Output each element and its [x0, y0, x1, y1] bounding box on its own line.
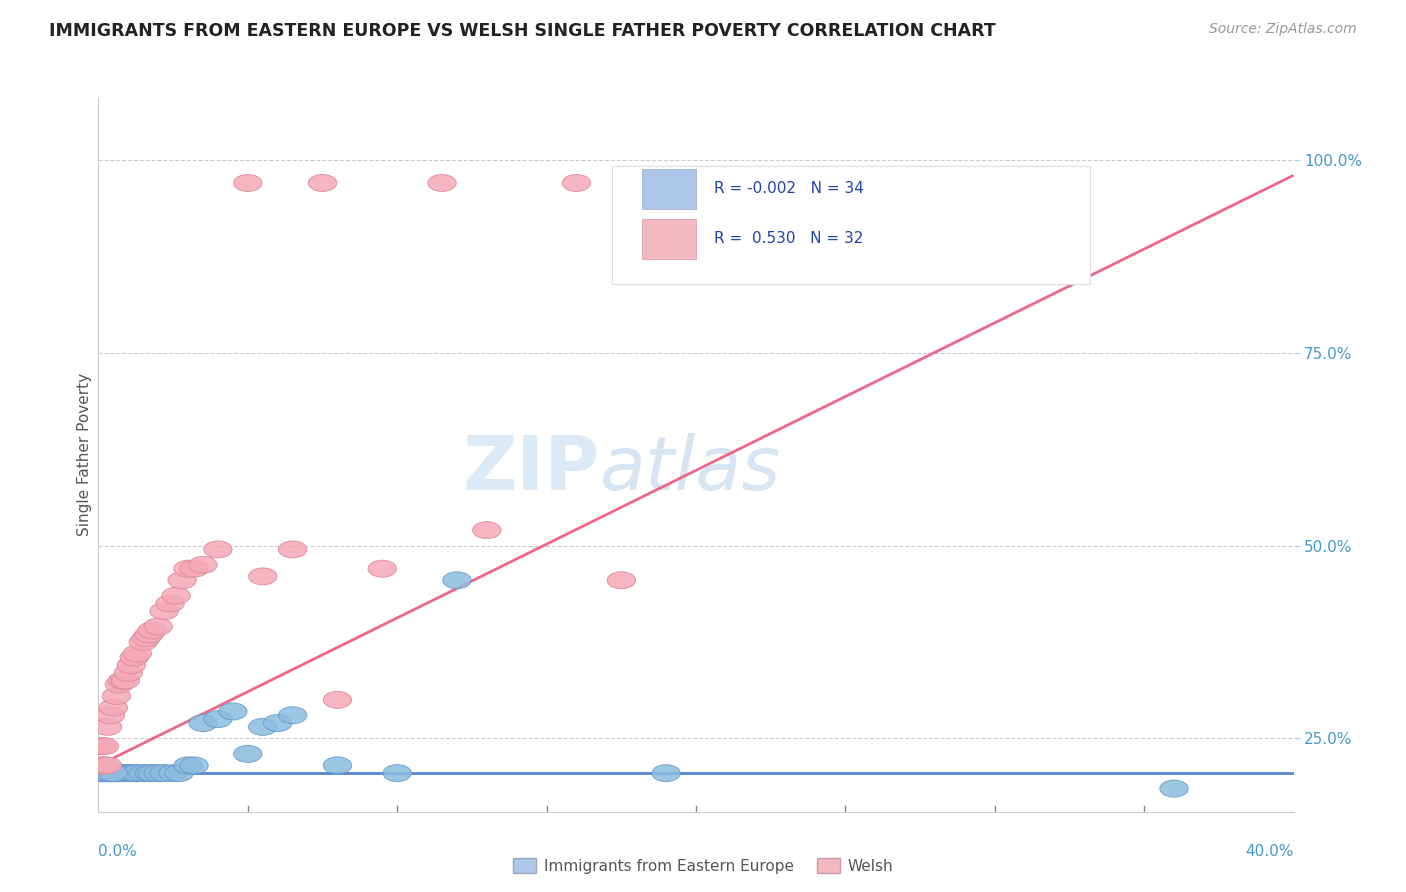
Ellipse shape	[233, 746, 262, 763]
Text: R = -0.002   N = 34: R = -0.002 N = 34	[714, 181, 863, 196]
Ellipse shape	[132, 630, 160, 647]
FancyBboxPatch shape	[643, 169, 696, 209]
Ellipse shape	[135, 764, 163, 781]
Ellipse shape	[188, 557, 217, 574]
Ellipse shape	[368, 560, 396, 577]
Ellipse shape	[180, 560, 208, 577]
Ellipse shape	[204, 711, 232, 728]
Ellipse shape	[249, 568, 277, 585]
Ellipse shape	[382, 764, 412, 781]
Ellipse shape	[90, 764, 118, 781]
Ellipse shape	[652, 764, 681, 781]
Ellipse shape	[114, 764, 142, 781]
FancyBboxPatch shape	[643, 219, 696, 259]
Text: 40.0%: 40.0%	[1246, 845, 1294, 859]
Ellipse shape	[180, 757, 208, 774]
Ellipse shape	[100, 764, 128, 781]
Ellipse shape	[117, 764, 145, 781]
Ellipse shape	[143, 618, 173, 635]
Ellipse shape	[323, 757, 352, 774]
Ellipse shape	[138, 622, 166, 639]
Ellipse shape	[174, 560, 202, 577]
Ellipse shape	[117, 657, 145, 673]
Ellipse shape	[188, 714, 217, 731]
Ellipse shape	[727, 175, 755, 192]
Ellipse shape	[93, 757, 121, 774]
Ellipse shape	[87, 764, 115, 781]
Ellipse shape	[150, 603, 179, 620]
Ellipse shape	[159, 764, 187, 781]
Text: atlas: atlas	[600, 434, 782, 505]
Ellipse shape	[1160, 780, 1188, 797]
Ellipse shape	[87, 757, 115, 774]
Ellipse shape	[263, 714, 292, 731]
Ellipse shape	[278, 706, 307, 723]
Ellipse shape	[100, 699, 128, 716]
Ellipse shape	[135, 626, 163, 643]
Ellipse shape	[233, 175, 262, 192]
Ellipse shape	[93, 764, 121, 781]
Ellipse shape	[129, 764, 157, 781]
Ellipse shape	[323, 691, 352, 708]
Text: IMMIGRANTS FROM EASTERN EUROPE VS WELSH SINGLE FATHER POVERTY CORRELATION CHART: IMMIGRANTS FROM EASTERN EUROPE VS WELSH …	[49, 22, 995, 40]
Ellipse shape	[108, 672, 136, 689]
Ellipse shape	[114, 665, 142, 681]
Ellipse shape	[165, 764, 193, 781]
Ellipse shape	[96, 764, 125, 781]
Ellipse shape	[90, 764, 118, 781]
Ellipse shape	[129, 633, 157, 650]
Ellipse shape	[103, 764, 131, 781]
Ellipse shape	[219, 703, 247, 720]
Ellipse shape	[174, 757, 202, 774]
Ellipse shape	[249, 718, 277, 735]
Ellipse shape	[278, 541, 307, 558]
Ellipse shape	[105, 676, 134, 693]
Ellipse shape	[87, 738, 115, 755]
Ellipse shape	[93, 764, 121, 781]
Ellipse shape	[96, 764, 125, 781]
Legend: Immigrants from Eastern Europe, Welsh: Immigrants from Eastern Europe, Welsh	[508, 852, 898, 880]
Ellipse shape	[90, 757, 118, 774]
Ellipse shape	[308, 175, 336, 192]
Ellipse shape	[427, 175, 456, 192]
Ellipse shape	[111, 764, 139, 781]
Ellipse shape	[120, 649, 149, 666]
Ellipse shape	[103, 688, 131, 705]
Ellipse shape	[167, 572, 197, 589]
Ellipse shape	[93, 718, 121, 735]
Ellipse shape	[111, 672, 139, 689]
Ellipse shape	[204, 541, 232, 558]
Ellipse shape	[124, 764, 152, 781]
Ellipse shape	[120, 764, 149, 781]
Ellipse shape	[105, 764, 134, 781]
Ellipse shape	[891, 175, 920, 192]
Y-axis label: Single Father Poverty: Single Father Poverty	[77, 374, 91, 536]
Text: ZIP: ZIP	[463, 433, 600, 506]
Ellipse shape	[472, 522, 501, 539]
Ellipse shape	[90, 738, 118, 755]
Ellipse shape	[156, 595, 184, 612]
Text: 0.0%: 0.0%	[98, 845, 138, 859]
Ellipse shape	[138, 764, 166, 781]
Ellipse shape	[96, 706, 125, 723]
Text: Source: ZipAtlas.com: Source: ZipAtlas.com	[1209, 22, 1357, 37]
Ellipse shape	[143, 764, 173, 781]
FancyBboxPatch shape	[613, 166, 1091, 284]
Ellipse shape	[124, 645, 152, 662]
Ellipse shape	[443, 572, 471, 589]
Ellipse shape	[162, 587, 190, 604]
Ellipse shape	[607, 572, 636, 589]
Ellipse shape	[108, 764, 136, 781]
Ellipse shape	[562, 175, 591, 192]
Ellipse shape	[100, 764, 128, 781]
Text: R =  0.530   N = 32: R = 0.530 N = 32	[714, 231, 863, 246]
Ellipse shape	[87, 764, 115, 781]
Ellipse shape	[150, 764, 179, 781]
